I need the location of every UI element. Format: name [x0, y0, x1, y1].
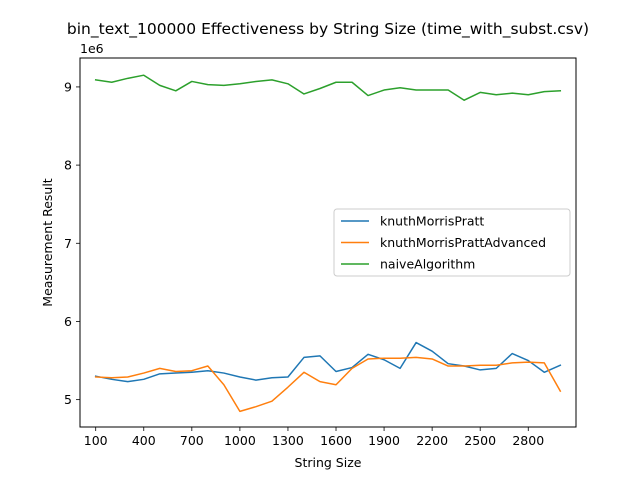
y-tick-label-1: 6 [64, 314, 72, 329]
legend: knuthMorrisPratt knuthMorrisPrattAdvanced… [333, 208, 571, 277]
y-tick-label-2: 7 [64, 236, 72, 251]
legend-box [333, 208, 571, 277]
series-line-1 [94, 356, 562, 413]
legend-label-1: knuthMorrisPrattAdvanced [380, 235, 546, 250]
y-axis-ticks: 5 6 7 8 9 [64, 79, 80, 407]
x-tick-label-2: 700 [180, 433, 204, 448]
series-line-0 [94, 341, 562, 383]
x-tick-label-7: 2200 [416, 433, 448, 448]
plot-lines [94, 74, 562, 413]
x-tick-label-9: 2800 [512, 433, 544, 448]
x-tick-label-8: 2500 [464, 433, 496, 448]
x-axis-label: String Size [295, 455, 362, 470]
plot-area-frame [79, 57, 577, 428]
x-tick-label-0: 100 [84, 433, 108, 448]
y-tick-label-4: 9 [64, 79, 72, 94]
x-tick-label-6: 1900 [368, 433, 400, 448]
y-tick-label-0: 5 [64, 392, 72, 407]
chart-title: bin_text_100000 Effectiveness by String … [67, 20, 589, 39]
legend-label-0: knuthMorrisPratt [380, 214, 484, 229]
x-tick-label-3: 1000 [224, 433, 256, 448]
legend-label-2: naiveAlgorithm [380, 257, 475, 272]
x-tick-label-1: 400 [132, 433, 156, 448]
x-axis-ticks: 100 400 700 1000 1300 1600 1900 2200 2500 2800 [84, 427, 544, 448]
series-line-2 [94, 74, 562, 101]
y-tick-label-3: 8 [64, 158, 72, 173]
y-axis-offset-label: 1e6 [80, 41, 104, 56]
y-axis-label: Measurement Result [40, 178, 55, 307]
x-tick-label-4: 1300 [272, 433, 304, 448]
x-tick-label-5: 1600 [320, 433, 352, 448]
